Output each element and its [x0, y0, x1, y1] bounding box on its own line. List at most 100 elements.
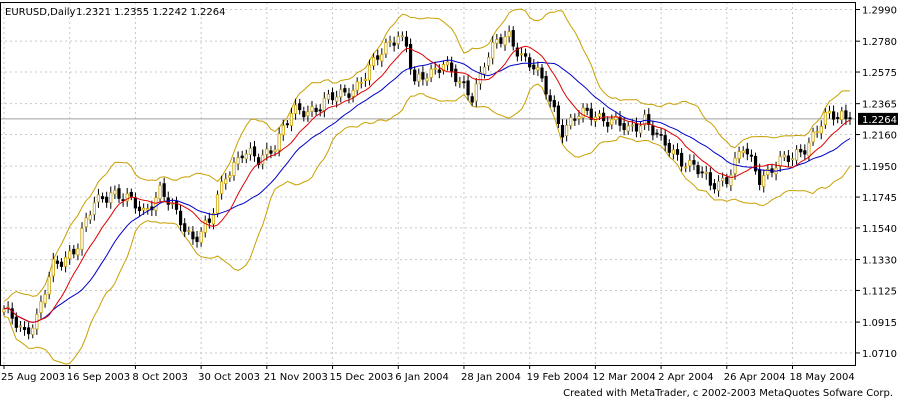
candle-body: [716, 180, 721, 192]
candle: [733, 151, 737, 180]
candle-body: [441, 64, 446, 72]
candle-body: [659, 133, 663, 136]
plot-frame: [0, 2, 856, 366]
candle: [339, 84, 343, 103]
candle: [408, 38, 413, 75]
candle-body: [556, 105, 561, 125]
candle-body: [700, 171, 704, 174]
candle-body: [310, 106, 314, 112]
candle-body: [199, 231, 203, 243]
candle: [470, 92, 474, 106]
candles: [2, 25, 852, 340]
candle: [556, 101, 561, 129]
candle-body: [589, 108, 593, 120]
candle: [105, 191, 109, 208]
candle-body: [511, 30, 515, 47]
candle: [540, 63, 544, 83]
candle: [778, 150, 782, 172]
candle: [643, 109, 647, 130]
candle: [552, 95, 556, 112]
time-axis: 25 Aug 2003 16 Sep 2003 8 Oct 2003 30 Oct 2…: [1, 365, 855, 383]
candle: [532, 59, 536, 75]
candle: [232, 157, 236, 181]
date-tick-label: 30 Oct 2003: [198, 372, 260, 383]
candle-body: [64, 256, 68, 267]
candle: [133, 192, 138, 214]
candle: [347, 87, 351, 104]
lower-band-line: [3, 83, 851, 365]
candle: [355, 77, 359, 95]
candle: [178, 204, 183, 232]
candle: [113, 185, 117, 200]
current-price-label: 1.2264: [862, 115, 897, 126]
candle-body: [630, 124, 634, 127]
candle-body: [380, 53, 384, 62]
candle: [762, 169, 766, 193]
candle-body: [68, 250, 72, 260]
price-tick-label: 1.0915: [862, 318, 897, 329]
candle: [380, 48, 384, 67]
candle: [125, 187, 129, 207]
candle-body: [614, 115, 618, 121]
candle-body: [232, 162, 236, 176]
candle-body: [289, 112, 294, 126]
candle: [400, 31, 404, 42]
candle-body: [684, 166, 688, 169]
candle-body: [187, 230, 191, 232]
candle-body: [667, 143, 671, 153]
candle-body: [43, 293, 47, 304]
candle: [6, 301, 10, 314]
candle-body: [240, 155, 244, 159]
candle-body: [372, 57, 376, 67]
candle-body: [10, 308, 14, 319]
candle: [745, 142, 749, 161]
candle-body: [92, 202, 96, 215]
candle-body: [339, 89, 343, 98]
candle-body: [704, 171, 708, 174]
candle-body: [384, 42, 388, 55]
candle-body: [203, 220, 207, 233]
candle: [257, 153, 261, 169]
candle: [836, 112, 840, 124]
candle-body: [183, 223, 187, 232]
candle-body: [396, 36, 400, 45]
candle: [261, 149, 265, 170]
candle-body: [178, 210, 183, 226]
candle-body: [569, 117, 573, 126]
candle-body: [146, 208, 150, 211]
candle: [236, 151, 240, 171]
candle-body: [799, 149, 803, 153]
candle: [154, 191, 158, 216]
candle-body: [503, 36, 507, 46]
candle: [544, 70, 548, 100]
candle-body: [224, 178, 228, 185]
candle-body: [458, 81, 462, 84]
candle-body: [585, 107, 589, 111]
bollinger-bands: [3, 8, 851, 365]
candle: [565, 119, 569, 142]
candle: [437, 64, 441, 79]
candle-body: [31, 327, 35, 335]
plot-border: [0, 2, 856, 366]
candle: [507, 25, 511, 43]
candle-body: [306, 111, 310, 117]
candle-body: [844, 110, 848, 120]
candle-body: [815, 131, 819, 134]
candle: [515, 42, 519, 62]
chart-symbol-label: EURUSD,Daily: [5, 7, 76, 18]
candle: [831, 105, 836, 126]
price-tick-label: 1.1125: [862, 286, 897, 297]
candle-body: [437, 69, 441, 73]
slow-ma-line: [3, 59, 851, 323]
candle: [482, 62, 487, 79]
candle: [306, 105, 310, 123]
candle: [503, 30, 507, 51]
date-tick-label: 16 Sep 2003: [67, 372, 130, 383]
candle-body: [803, 150, 807, 155]
candle-body: [429, 68, 433, 78]
candle-body: [425, 77, 429, 82]
price-tick-label: 1.2990: [862, 6, 897, 17]
candle: [68, 245, 72, 265]
candle: [692, 154, 696, 171]
